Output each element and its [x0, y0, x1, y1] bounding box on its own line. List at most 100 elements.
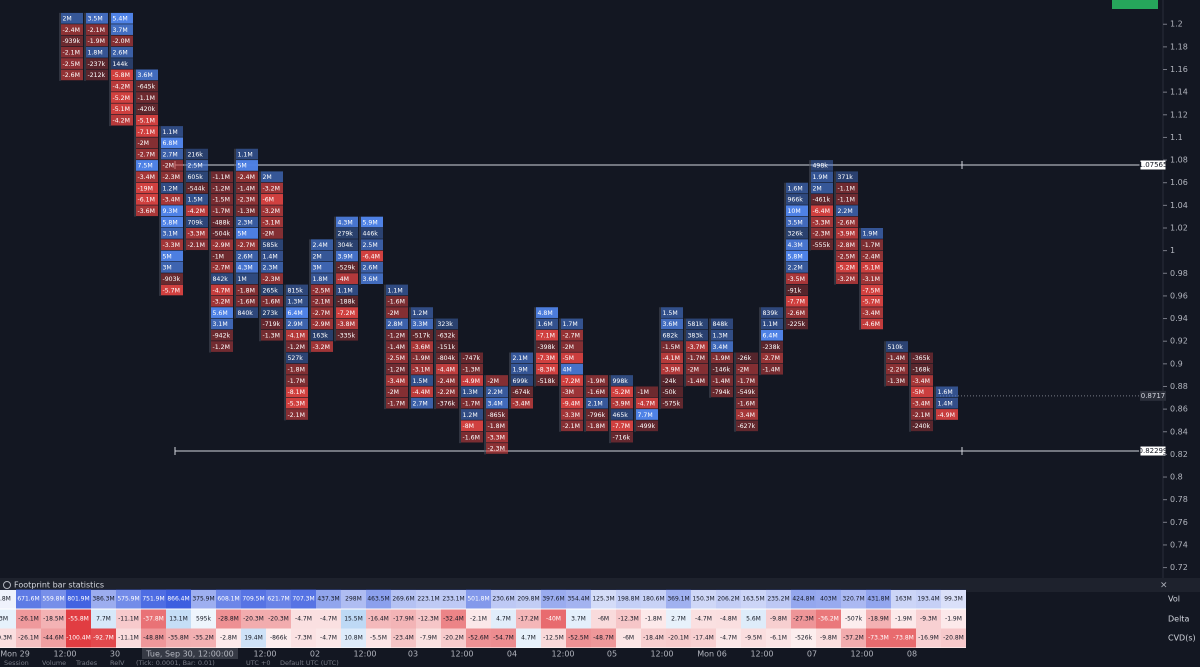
- footprint-cell-label: 1.1M: [163, 129, 178, 136]
- toolbar-item[interactable]: UTC +0: [246, 659, 271, 667]
- footprint-cell: [286, 318, 308, 330]
- level-tag: 1.07565: [1139, 161, 1168, 169]
- footprint-cell: [386, 397, 408, 409]
- footprint-cell: [861, 239, 883, 251]
- time-label: 30: [110, 650, 120, 659]
- footprint-cell-label: -2.5M: [63, 61, 80, 68]
- time-label: 05: [607, 650, 617, 659]
- stats-cell: [941, 589, 966, 609]
- footprint-cell: [311, 295, 333, 307]
- footprint-cell-label: 383k: [688, 333, 704, 340]
- footprint-cell: [261, 295, 283, 307]
- stats-cell-label: 15.5M: [344, 616, 363, 623]
- footprint-cell-label: -6.1M: [138, 197, 155, 204]
- stats-cell-label: -37.2M: [843, 635, 864, 642]
- footprint-cell: [536, 318, 558, 330]
- footprint-cell-label: 2.2M: [488, 389, 503, 396]
- time-label: 12:00: [450, 650, 473, 659]
- stats-cell-label: 354.4M: [567, 596, 589, 603]
- footprint-cell: [811, 216, 833, 228]
- footprint-cell-label: -146k: [713, 366, 731, 373]
- stats-close[interactable]: ×: [1160, 581, 1168, 591]
- stats-cell-label: 709.5M: [242, 596, 264, 603]
- footprint-cell-label: -50k: [663, 389, 677, 396]
- stats-cell-label: -2.8M: [220, 635, 237, 642]
- toolbar-item[interactable]: RelV: [110, 659, 125, 667]
- footprint-cell: [236, 182, 258, 194]
- footprint-cell-label: -7.7M: [788, 299, 805, 306]
- footprint-cell: [236, 284, 258, 296]
- footprint-cell-label: 2.7M: [413, 400, 428, 407]
- footprint-cell-label: 4.8M: [538, 310, 553, 317]
- footprint-cell: [386, 329, 408, 341]
- toolbar-item[interactable]: Trades: [75, 659, 98, 667]
- footprint-cell-label: 1.5M: [413, 378, 428, 385]
- footprint-cell: [286, 386, 308, 398]
- toolbar-item[interactable]: Session: [4, 659, 29, 667]
- footprint-cell: [811, 171, 833, 183]
- footprint-cell-label: 4.3M: [238, 265, 253, 272]
- stats-cell-label: 2.7M: [671, 616, 686, 623]
- footprint-cell: [511, 397, 533, 409]
- stats-cell-label: 223.1M: [417, 596, 439, 603]
- footprint-cell-label: -2.1M: [63, 50, 80, 57]
- price-tick-label: 1.08: [1170, 156, 1188, 165]
- footprint-cell-label: -3.4M: [738, 412, 755, 419]
- footprint-cell-label: -529k: [338, 265, 356, 272]
- footprint-cell: [861, 307, 883, 318]
- footprint-cell-label: -1.7M: [688, 355, 705, 362]
- footprint-cell-label: -398k: [538, 344, 556, 351]
- footprint-cell-label: -1.7M: [738, 378, 755, 385]
- footprint-cell-label: -5.7M: [163, 287, 180, 294]
- stats-cell-label: -54.7M: [493, 635, 514, 642]
- footprint-cell-label: 1.2M: [163, 185, 178, 192]
- stats-cell: [791, 628, 816, 648]
- footprint-cell: [236, 171, 258, 183]
- stats-cell-label: 595k: [196, 616, 211, 623]
- stats-cell: [16, 609, 41, 629]
- stats-cell: [366, 589, 391, 609]
- footprint-cell-label: 699k: [513, 378, 529, 385]
- footprint-cell: [611, 409, 633, 420]
- stats-cell-label: -9.8M: [820, 635, 837, 642]
- stats-cell: [191, 589, 216, 609]
- toolbar-item[interactable]: (Tick: 0.0001, Bar: 0.01): [136, 659, 215, 667]
- footprint-cell-label: -2M: [738, 366, 750, 373]
- footprint-cell-label: -3.4M: [913, 400, 930, 407]
- stats-cell-label: 209.8M: [517, 596, 539, 603]
- footprint-cell: [186, 171, 208, 183]
- footprint-cell-label: -8.3M: [538, 366, 555, 373]
- footprint-cell-label: 5.8M: [788, 253, 803, 260]
- footprint-cell-label: -168k: [913, 366, 931, 373]
- footprint-cell: [236, 239, 258, 251]
- footprint-cell: [761, 363, 783, 375]
- stats-header-bg: [0, 578, 1200, 592]
- stats-cell: [141, 589, 166, 609]
- stats-cell-label: -20.3M: [268, 616, 289, 623]
- footprint-cell-label: -1.2M: [213, 185, 230, 192]
- footprint-cell: [386, 363, 408, 375]
- footprint-cell: [386, 386, 408, 398]
- stats-cell-label: 559.8M: [42, 596, 64, 603]
- stats-cell: [166, 628, 191, 648]
- footprint-cell: [411, 397, 433, 409]
- toolbar-item[interactable]: Default UTC (UTC): [280, 659, 339, 667]
- stats-cell: [541, 589, 566, 609]
- footprint-cell: [386, 341, 408, 352]
- footprint-cell: [236, 194, 258, 205]
- stats-cell-label: 751.9M: [142, 596, 164, 603]
- stats-cell-label: -16.4M: [368, 616, 389, 623]
- toolbar: Session Volume Trades RelV (Tick: 0.0001, Ba…: [4, 659, 339, 667]
- footprint-cell: [161, 148, 183, 160]
- footprint-cell: [136, 80, 158, 92]
- footprint-cell-label: -5.1M: [138, 117, 155, 124]
- stats-cell: [91, 628, 116, 648]
- footprint-cell-label: -627k: [738, 423, 756, 430]
- stats-cell-label: -20.3M: [243, 616, 264, 623]
- footprint-cell-label: -942k: [213, 333, 231, 340]
- footprint-cell: [161, 182, 183, 194]
- footprint-cell: [586, 409, 608, 420]
- stats-cell-label: -55.8M: [68, 616, 89, 623]
- toolbar-item[interactable]: Volume: [42, 659, 66, 667]
- footprint-cell: [586, 420, 608, 432]
